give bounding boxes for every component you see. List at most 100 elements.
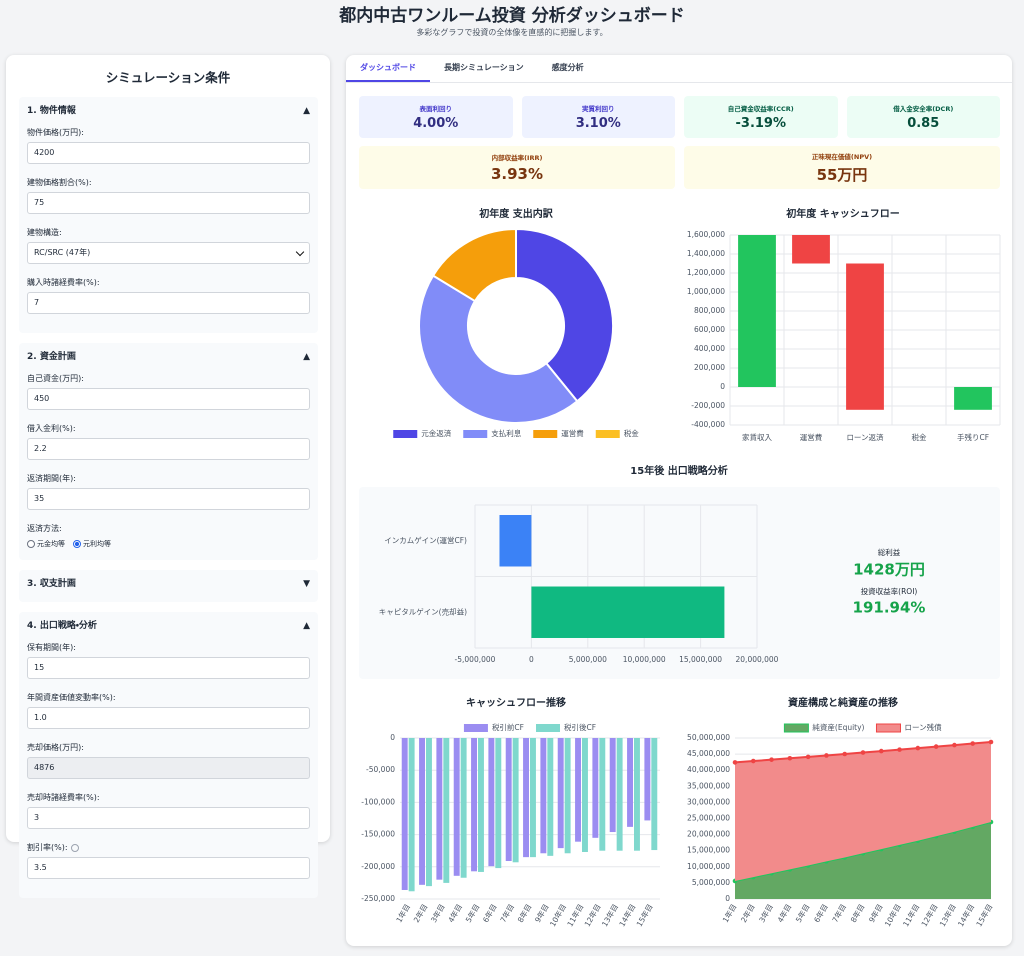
text-input[interactable]: 15 (27, 657, 310, 679)
point (732, 760, 738, 765)
x-tick-label: 6年目 (811, 902, 830, 924)
point (750, 758, 756, 764)
y-tick-label: 600,000 (694, 325, 725, 334)
input-value: 7 (34, 298, 40, 307)
kpi-value: -3.19% (735, 116, 787, 131)
tab[interactable]: 感度分析 (551, 63, 584, 72)
x-tick-label: 5,000,000 (569, 655, 607, 664)
x-tick-label: 8年目 (515, 902, 534, 924)
tab[interactable]: 長期シミュレーション (444, 63, 524, 72)
x-tick-label: 20,000,000 (736, 655, 779, 664)
kpi-card: 実質利回り 3.10% (521, 96, 675, 138)
kpi-card: 借入金安全率(DCR) 0.85 (846, 96, 1000, 138)
text-input[interactable]: 7 (27, 292, 310, 314)
legend-label: 運営費 (561, 428, 584, 438)
field-label: 建物価格割合(%): (27, 178, 92, 187)
section-header[interactable]: 2. 資金計画 ▲ (27, 349, 310, 365)
summary-value: 1428万円 (853, 561, 925, 579)
y-tick-label: 1,400,000 (687, 249, 725, 258)
text-input[interactable]: 3.5 (27, 857, 310, 879)
y-tick-label: 30,000,000 (687, 797, 730, 806)
x-tick-label: 6年目 (480, 902, 499, 924)
kpi-card: 自己資金収益率(CCR) -3.19% (684, 96, 838, 138)
y-tick-label: 15,000,000 (687, 846, 730, 855)
point (787, 755, 793, 761)
y-tick-label: 200,000 (694, 363, 725, 372)
radio-option[interactable]: 元利均等 (73, 539, 111, 549)
x-tick-label: 10年目 (882, 902, 903, 928)
y-tick-label: -50,000 (366, 765, 395, 774)
y-tick-label: 35,000,000 (687, 781, 730, 790)
text-input[interactable]: 450 (27, 388, 310, 410)
kpi-label: 正味現在価値(NPV) (811, 152, 873, 161)
bar (495, 738, 502, 869)
section-toggle[interactable]: ▲ (303, 106, 310, 116)
radio-button[interactable] (73, 540, 81, 548)
field-label: 返済期間(年): (27, 474, 76, 483)
field-label: 保有期間(年): (27, 643, 76, 652)
point (769, 757, 774, 762)
field-label: 売却時諸経費率(%): (27, 793, 100, 802)
x-tick-label: 3年目 (756, 902, 775, 924)
legend-label: 税引前CF (492, 722, 524, 732)
y-tick-label: 400,000 (694, 344, 725, 353)
bar (792, 235, 830, 264)
y-tick-label: 20,000,000 (687, 830, 730, 839)
section-toggle[interactable]: ▲ (303, 621, 310, 631)
section-header[interactable]: 4. 出口戦略・分析 ▲ (27, 618, 310, 634)
bar (408, 738, 415, 892)
text-input[interactable]: 75 (27, 192, 310, 214)
kpi-label: 表面利回り (419, 105, 453, 113)
point (824, 753, 829, 758)
select-box[interactable]: RC/SRC (47年) (27, 242, 310, 264)
x-tick-label: 5年目 (463, 902, 482, 924)
section-header[interactable]: 1. 物件情報 ▲ (27, 103, 310, 119)
text-input[interactable]: 4200 (27, 142, 310, 164)
x-tick-label: -5,000,000 (455, 655, 496, 664)
text-input[interactable]: 3 (27, 807, 310, 829)
point (988, 739, 994, 745)
bar (634, 738, 640, 851)
y-tick-label: -100,000 (361, 797, 395, 806)
y-tick-label: 1,600,000 (687, 230, 725, 239)
x-tick-label: 11年目 (900, 902, 921, 928)
section-title: 3. 収支計画 (27, 579, 76, 589)
y-tick-label: 0 (390, 733, 395, 742)
legend-swatch (595, 430, 620, 438)
form-section: 4. 出口戦略・分析 ▲ 保有期間(年): 15 年間資産価値変動率(%): 1.0 売却価… (19, 612, 318, 898)
field-label: 年間資産価値変動率(%): (27, 693, 116, 702)
radio-option[interactable]: 元金均等 (27, 539, 65, 549)
point (933, 744, 939, 749)
point (860, 750, 866, 755)
chart-title: 15年後 出口戦略分析 (630, 464, 727, 477)
legend: 純資産(Equity) ローン残債 (783, 722, 942, 733)
x-tick-label: 4年目 (446, 902, 465, 924)
section-toggle[interactable]: ▲ (303, 352, 310, 362)
y-tick-label: 25,000,000 (687, 814, 730, 823)
kpi-label: 借入金安全率(DCR) (893, 105, 954, 113)
input-value: 75 (34, 198, 45, 207)
text-input[interactable]: 35 (27, 488, 310, 510)
tab[interactable]: ダッシュボード (346, 55, 430, 82)
bar (419, 738, 425, 885)
field-label: 借入金利(%): (27, 424, 76, 433)
text-input[interactable]: 2.2 (27, 438, 310, 460)
legend-label: 税引後CF (564, 722, 596, 732)
bar (523, 738, 529, 858)
text-input[interactable]: 1.0 (27, 707, 310, 729)
tabs: ダッシュボード 長期シミュレーション 感度分析 (346, 55, 1012, 83)
x-tick-label: 1年目 (394, 902, 413, 924)
y-tick-label: -200,000 (691, 401, 725, 410)
y-tick-label: 50,000,000 (687, 733, 730, 742)
legend-label: 税金 (624, 428, 639, 438)
info-icon (70, 843, 79, 852)
kpi-card: 表面利回り 4.00% (359, 96, 513, 138)
radio-label: 元利均等 (83, 540, 111, 548)
bar (471, 738, 477, 872)
x-tick-label: 15,000,000 (679, 655, 722, 664)
section-toggle[interactable]: ▼ (303, 579, 310, 589)
kpi-value: 55万円 (816, 165, 868, 184)
radio-button[interactable] (27, 540, 35, 548)
section-header[interactable]: 3. 収支計画 ▼ (27, 576, 310, 592)
